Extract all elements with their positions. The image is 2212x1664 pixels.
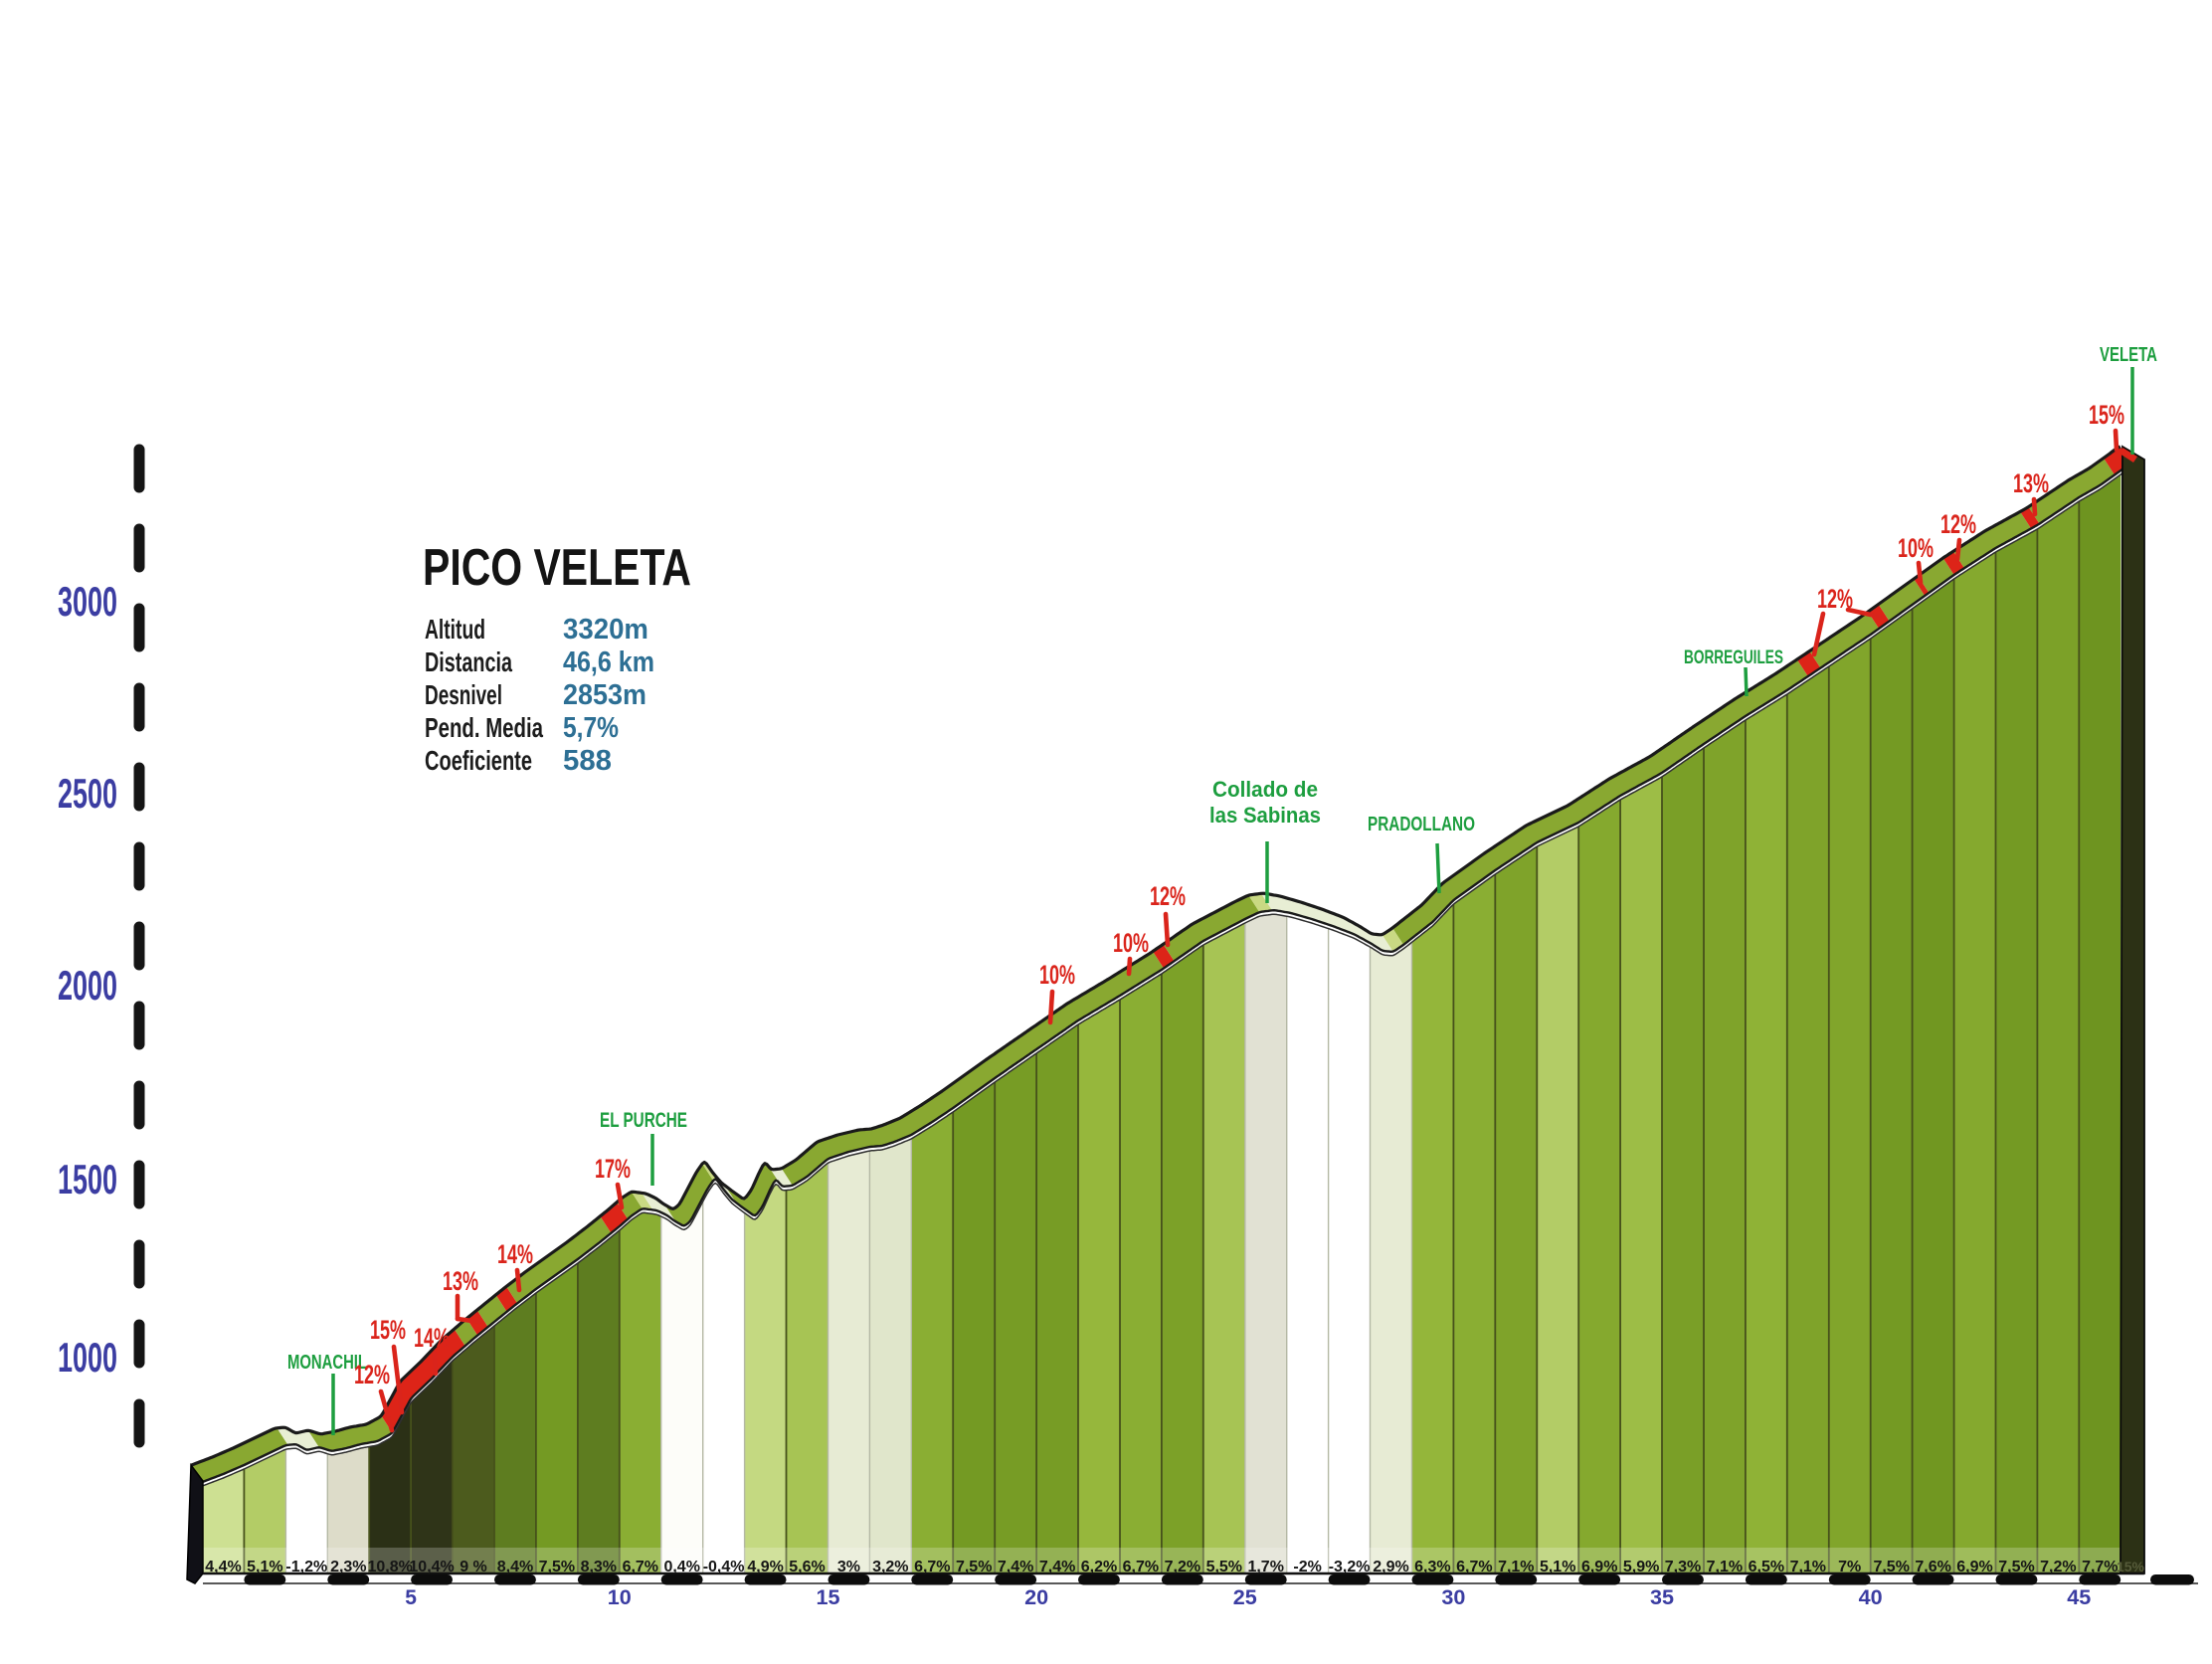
svg-text:40: 40	[1859, 1586, 1883, 1609]
svg-text:10%: 10%	[1898, 533, 1934, 563]
svg-text:15: 15	[817, 1586, 840, 1609]
svg-text:-2%: -2%	[1293, 1559, 1321, 1575]
svg-text:Altitud: Altitud	[425, 614, 485, 645]
svg-text:45: 45	[2067, 1586, 2091, 1609]
svg-text:las Sabinas: las Sabinas	[1209, 803, 1321, 828]
svg-text:Coeficiente: Coeficiente	[425, 745, 532, 776]
svg-text:7,5%: 7,5%	[956, 1559, 992, 1575]
svg-text:Pend. Media: Pend. Media	[425, 712, 543, 743]
svg-text:7,5%: 7,5%	[1873, 1559, 1909, 1575]
svg-text:13%: 13%	[2013, 468, 2049, 498]
svg-text:3320m: 3320m	[563, 614, 648, 646]
svg-text:10: 10	[608, 1586, 632, 1609]
svg-text:6,7%: 6,7%	[914, 1559, 950, 1575]
svg-text:5,6%: 5,6%	[789, 1559, 825, 1575]
svg-text:25: 25	[1233, 1586, 1257, 1609]
svg-text:14%: 14%	[497, 1239, 533, 1269]
svg-text:30: 30	[1441, 1586, 1465, 1609]
svg-text:7%: 7%	[1838, 1559, 1861, 1575]
svg-text:Desnivel: Desnivel	[425, 679, 502, 710]
svg-text:12%: 12%	[1150, 881, 1186, 911]
svg-text:EL PURCHE: EL PURCHE	[600, 1109, 687, 1132]
svg-text:7,2%: 7,2%	[2040, 1559, 2076, 1575]
svg-text:15%: 15%	[2117, 1559, 2145, 1574]
svg-text:5: 5	[405, 1586, 417, 1609]
svg-text:10,8%: 10,8%	[368, 1559, 413, 1575]
svg-text:6,5%: 6,5%	[1749, 1559, 1784, 1575]
svg-text:5,5%: 5,5%	[1206, 1559, 1242, 1575]
svg-text:2,3%: 2,3%	[330, 1559, 366, 1575]
svg-text:1500: 1500	[58, 1156, 117, 1202]
svg-text:7,1%: 7,1%	[1498, 1559, 1534, 1575]
svg-text:5,1%: 5,1%	[247, 1559, 282, 1575]
svg-text:17%: 17%	[595, 1154, 631, 1184]
svg-text:2000: 2000	[58, 962, 117, 1009]
svg-text:5,9%: 5,9%	[1623, 1559, 1659, 1575]
svg-text:7,5%: 7,5%	[539, 1559, 575, 1575]
svg-text:6,7%: 6,7%	[623, 1559, 658, 1575]
svg-text:20: 20	[1024, 1586, 1048, 1609]
svg-text:3,2%: 3,2%	[872, 1559, 908, 1575]
svg-text:10%: 10%	[1039, 960, 1075, 990]
svg-text:6,9%: 6,9%	[1956, 1559, 1992, 1575]
svg-text:7,1%: 7,1%	[1707, 1559, 1743, 1575]
svg-text:PICO VELETA: PICO VELETA	[423, 539, 691, 597]
svg-text:4,9%: 4,9%	[747, 1559, 783, 1575]
svg-text:13%: 13%	[443, 1266, 478, 1296]
svg-text:3%: 3%	[837, 1559, 860, 1575]
svg-text:2853m: 2853m	[563, 679, 646, 711]
svg-text:5,1%: 5,1%	[1540, 1559, 1575, 1575]
svg-text:6,7%: 6,7%	[1123, 1559, 1159, 1575]
svg-text:7,1%: 7,1%	[1790, 1559, 1826, 1575]
svg-text:7,2%: 7,2%	[1165, 1559, 1200, 1575]
svg-text:3000: 3000	[58, 578, 117, 625]
svg-text:35: 35	[1650, 1586, 1674, 1609]
svg-text:4,4%: 4,4%	[205, 1559, 241, 1575]
svg-text:6,2%: 6,2%	[1081, 1559, 1117, 1575]
svg-text:6,7%: 6,7%	[1456, 1559, 1492, 1575]
svg-text:7,3%: 7,3%	[1665, 1559, 1701, 1575]
svg-text:14%: 14%	[414, 1323, 450, 1353]
svg-text:7,4%: 7,4%	[1039, 1559, 1075, 1575]
svg-text:8,4%: 8,4%	[497, 1559, 533, 1575]
svg-text:2,9%: 2,9%	[1373, 1559, 1408, 1575]
svg-text:1000: 1000	[58, 1334, 117, 1381]
svg-text:Distancia: Distancia	[425, 647, 512, 677]
svg-text:7,7%: 7,7%	[2082, 1559, 2118, 1575]
svg-text:10,4%: 10,4%	[409, 1559, 454, 1575]
svg-text:12%: 12%	[354, 1360, 390, 1389]
svg-text:-0,4%: -0,4%	[703, 1559, 745, 1575]
svg-text:0,4%: 0,4%	[663, 1559, 699, 1575]
svg-text:8,3%: 8,3%	[581, 1559, 617, 1575]
svg-text:15%: 15%	[2089, 400, 2124, 430]
svg-text:5,7%: 5,7%	[563, 712, 619, 744]
svg-text:6,9%: 6,9%	[1581, 1559, 1617, 1575]
svg-text:6,3%: 6,3%	[1414, 1559, 1450, 1575]
svg-text:-3,2%: -3,2%	[1329, 1559, 1371, 1575]
svg-text:1,7%: 1,7%	[1247, 1559, 1283, 1575]
svg-text:7,5%: 7,5%	[1998, 1559, 2034, 1575]
svg-text:10%: 10%	[1113, 928, 1149, 958]
svg-text:7,6%: 7,6%	[1915, 1559, 1950, 1575]
svg-text:PRADOLLANO: PRADOLLANO	[1368, 814, 1475, 835]
svg-text:Collado de: Collado de	[1212, 777, 1318, 802]
svg-text:2500: 2500	[58, 770, 117, 817]
svg-text:-1,2%: -1,2%	[285, 1559, 327, 1575]
svg-text:7,4%: 7,4%	[998, 1559, 1033, 1575]
svg-text:46,6 km: 46,6 km	[563, 647, 654, 678]
svg-text:MONACHIL: MONACHIL	[287, 1352, 367, 1374]
svg-text:12%: 12%	[1940, 509, 1976, 539]
svg-text:9 %: 9 %	[460, 1559, 487, 1575]
svg-text:15%: 15%	[370, 1315, 406, 1345]
svg-text:588: 588	[563, 745, 612, 777]
svg-text:BORREGUILES: BORREGUILES	[1684, 647, 1783, 668]
svg-text:VELETA: VELETA	[2100, 344, 2157, 366]
